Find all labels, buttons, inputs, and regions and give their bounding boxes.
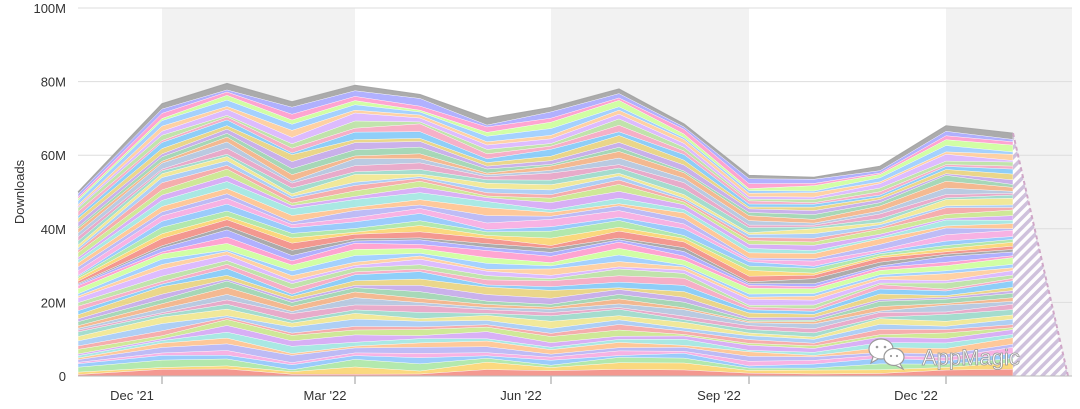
y-tick-label: 80M: [41, 75, 66, 90]
y-tick-label: 100M: [33, 1, 66, 16]
series-areas: [77, 82, 1014, 377]
axes: 0 20M 40M 60M 80M 100M Dec '21 Mar '22 Jun '22 Se…: [33, 1, 1072, 403]
partial-period-hatch: [1012, 132, 1069, 377]
y-tick-label: 0: [59, 369, 66, 384]
partial-period-area: [1013, 133, 1068, 376]
x-tick-label: Jun '22: [500, 388, 542, 403]
x-tick-label: Sep '22: [697, 388, 741, 403]
watermark-text: AppMagic: [922, 345, 1020, 370]
wechat-logo-icon: [868, 338, 905, 371]
x-tick-label: Dec '22: [894, 388, 938, 403]
y-axis-title: Downloads: [12, 159, 27, 224]
y-tick-label: 20M: [41, 295, 66, 310]
x-tick-label: Mar '22: [304, 388, 347, 403]
x-tick-label: Dec '21: [110, 388, 154, 403]
series-line: [77, 82, 1014, 193]
watermark: AppMagic: [868, 338, 1020, 371]
y-tick-label: 40M: [41, 222, 66, 237]
y-tick-label: 60M: [41, 148, 66, 163]
